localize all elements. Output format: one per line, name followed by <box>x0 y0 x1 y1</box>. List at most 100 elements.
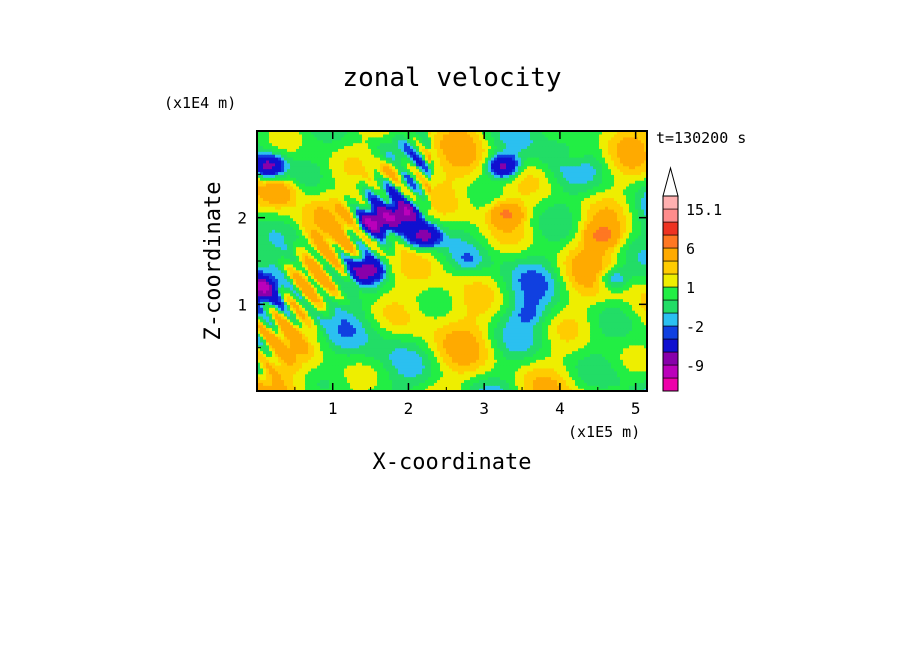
contour-cell <box>386 315 390 320</box>
contour-cell <box>443 292 447 297</box>
contour-cell <box>326 307 330 311</box>
contour-cell <box>632 310 636 314</box>
contour-cell <box>275 278 279 282</box>
contour-cell <box>347 376 351 381</box>
contour-cell <box>335 307 339 311</box>
contour-cell <box>572 356 576 360</box>
contour-cell <box>356 307 360 311</box>
contour-cell <box>323 313 327 317</box>
contour-cell <box>587 350 591 355</box>
contour-cell <box>407 298 411 303</box>
contour-cell <box>554 376 558 381</box>
contour-cell <box>608 344 612 349</box>
contour-cell <box>503 310 507 314</box>
contour-cell <box>506 365 510 369</box>
contour-cell <box>266 370 270 375</box>
contour-cell <box>266 289 270 294</box>
contour-cell <box>365 373 369 378</box>
contour-cell <box>503 333 507 337</box>
contour-cell <box>416 344 420 349</box>
contour-cell <box>623 385 627 389</box>
contour-cell <box>491 295 495 300</box>
contour-cell <box>458 313 462 317</box>
contour-cell <box>635 281 639 285</box>
contour-cell <box>509 362 513 366</box>
contour-cell <box>395 292 399 297</box>
contour-cell <box>392 365 396 369</box>
contour-cell <box>479 388 483 391</box>
contour-cell <box>419 295 423 300</box>
contour-cell <box>530 344 534 349</box>
contour-cell <box>329 307 333 311</box>
contour-cell <box>428 347 432 352</box>
contour-cell <box>638 388 642 391</box>
contour-cell <box>383 376 387 381</box>
contour-cell <box>503 301 507 305</box>
contour-cell <box>389 295 393 300</box>
contour-cell <box>374 370 378 375</box>
contour-cell <box>533 359 537 363</box>
contour-cell <box>563 376 567 381</box>
contour-cell <box>464 289 468 294</box>
contour-cell <box>479 365 483 369</box>
contour-cell <box>494 318 498 323</box>
contour-cell <box>305 382 309 386</box>
contour-cell <box>476 281 480 285</box>
contour-cell <box>281 301 285 305</box>
contour-cell <box>635 324 639 329</box>
contour-cell <box>614 341 618 346</box>
contour-cell <box>278 370 282 375</box>
contour-cell <box>353 339 357 343</box>
contour-cell <box>623 324 627 329</box>
contour-cell <box>602 289 606 294</box>
contour-cell <box>359 356 363 360</box>
contour-cell <box>407 304 411 308</box>
contour-cell <box>347 388 351 391</box>
contour-cell <box>395 333 399 337</box>
contour-cell <box>308 327 312 331</box>
contour-cell <box>596 385 600 389</box>
contour-cell <box>359 333 363 337</box>
contour-cell <box>296 341 300 346</box>
contour-cell <box>479 324 483 329</box>
contour-cell <box>521 324 525 329</box>
contour-cell <box>557 385 561 389</box>
contour-cell <box>320 336 324 340</box>
contour-cell <box>632 370 636 375</box>
contour-cell <box>440 344 444 349</box>
contour-cell <box>383 298 387 303</box>
contour-cell <box>542 373 546 378</box>
contour-cell <box>344 362 348 366</box>
contour-cell <box>569 304 573 308</box>
contour-cell <box>347 327 351 331</box>
contour-cell <box>329 347 333 352</box>
contour-cell <box>524 344 528 349</box>
contour-cell <box>296 353 300 357</box>
contour-cell <box>446 347 450 352</box>
contour-cell <box>500 310 504 314</box>
contour-cell <box>542 304 546 308</box>
contour-cell <box>377 295 381 300</box>
contour-cell <box>284 324 288 329</box>
contour-cell <box>290 307 294 311</box>
contour-cell <box>416 336 420 340</box>
contour-cell <box>482 344 486 349</box>
contour-cell <box>266 336 270 340</box>
contour-cell <box>641 284 645 288</box>
contour-cell <box>623 367 627 372</box>
contour-cell <box>320 388 324 391</box>
contour-cell <box>269 321 273 326</box>
contour-cell <box>461 373 465 378</box>
contour-cell <box>317 373 321 378</box>
contour-cell <box>512 310 516 314</box>
contour-cell <box>365 330 369 334</box>
contour-cell <box>284 385 288 389</box>
contour-cell <box>431 356 435 360</box>
contour-cell <box>413 341 417 346</box>
contour-cell <box>428 376 432 381</box>
contour-cell <box>635 350 639 355</box>
contour-cell <box>395 353 399 357</box>
contour-cell <box>290 318 294 323</box>
contour-cell <box>467 359 471 363</box>
contour-cell <box>320 347 324 352</box>
